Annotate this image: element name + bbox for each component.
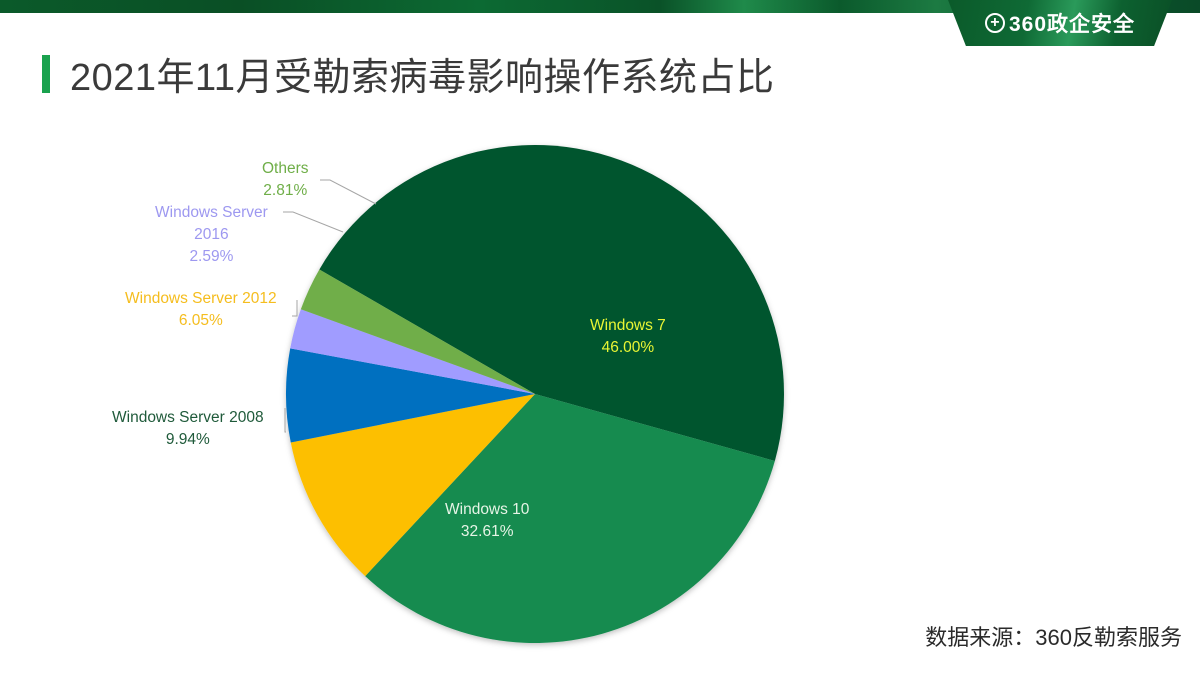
- pie-slice-windows-server-2012: [286, 348, 535, 443]
- plus-circle-icon: +: [984, 13, 1005, 33]
- brand-name: 360政企安全: [1008, 13, 1136, 36]
- page-title: 2021年11月受勒索病毒影响操作系统占比: [70, 57, 775, 99]
- pie-slice-windows-server-2016: [290, 309, 535, 394]
- leader-line-ws2016: [283, 211, 344, 233]
- title-accent-bar: [42, 54, 50, 93]
- header-banner: [0, 0, 1200, 13]
- pie-slice-windows-server-2008: [290, 394, 535, 577]
- label-windows-7: Windows 7 46.00%: [590, 317, 666, 356]
- label-windows-server-2012: Windows Server 2012 6.05%: [125, 290, 277, 329]
- leader-line-ws2008: [284, 408, 286, 433]
- leader-line-ws2012: [292, 300, 298, 317]
- pie-slice-windows-7: [319, 145, 784, 461]
- label-windows-server-2008: Windows Server 2008 9.94%: [112, 409, 264, 448]
- label-others: Others 2.81%: [262, 160, 309, 199]
- label-windows-10: Windows 10 32.61%: [445, 501, 530, 540]
- leader-line-others: [320, 179, 377, 205]
- title-block: 2021年11月受勒索病毒影响操作系统占比: [42, 46, 774, 101]
- pie-slice-others: [300, 269, 535, 394]
- brand-logo: + 360政企安全: [948, 0, 1172, 46]
- data-source-note: 数据来源：360反勒索服务: [925, 625, 1182, 650]
- label-windows-server-2016: Windows Server 2016 2.59%: [155, 204, 268, 265]
- pie-slice-windows-10: [365, 394, 775, 643]
